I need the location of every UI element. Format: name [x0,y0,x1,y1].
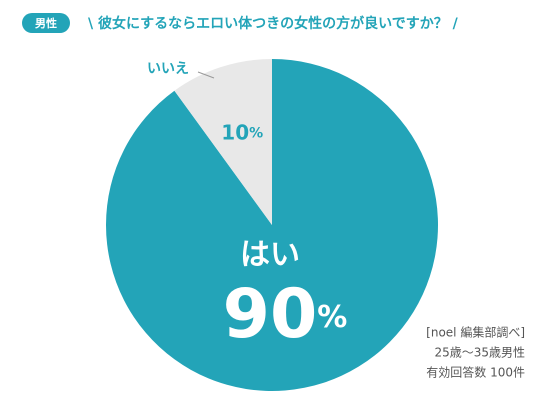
badge: 男性 [35,16,57,30]
value-label: 10% [221,120,263,144]
note: [noel 編集部調べ] [426,325,525,340]
badge-bg [22,13,70,33]
leader-line [197,71,215,79]
pie-slice [105,59,439,392]
pie-slice [174,59,272,225]
category-label: はい [240,238,300,273]
note: 有効回答数 100件 [426,365,525,380]
chart-title: \ 彼女にするならエロい体つきの女性の方が良いですか？ / [88,15,459,32]
category-label: いいえ [147,61,189,77]
note: 25歳〜35歳男性 [434,346,525,360]
value-label: 90% [223,275,348,354]
pie [105,59,439,392]
